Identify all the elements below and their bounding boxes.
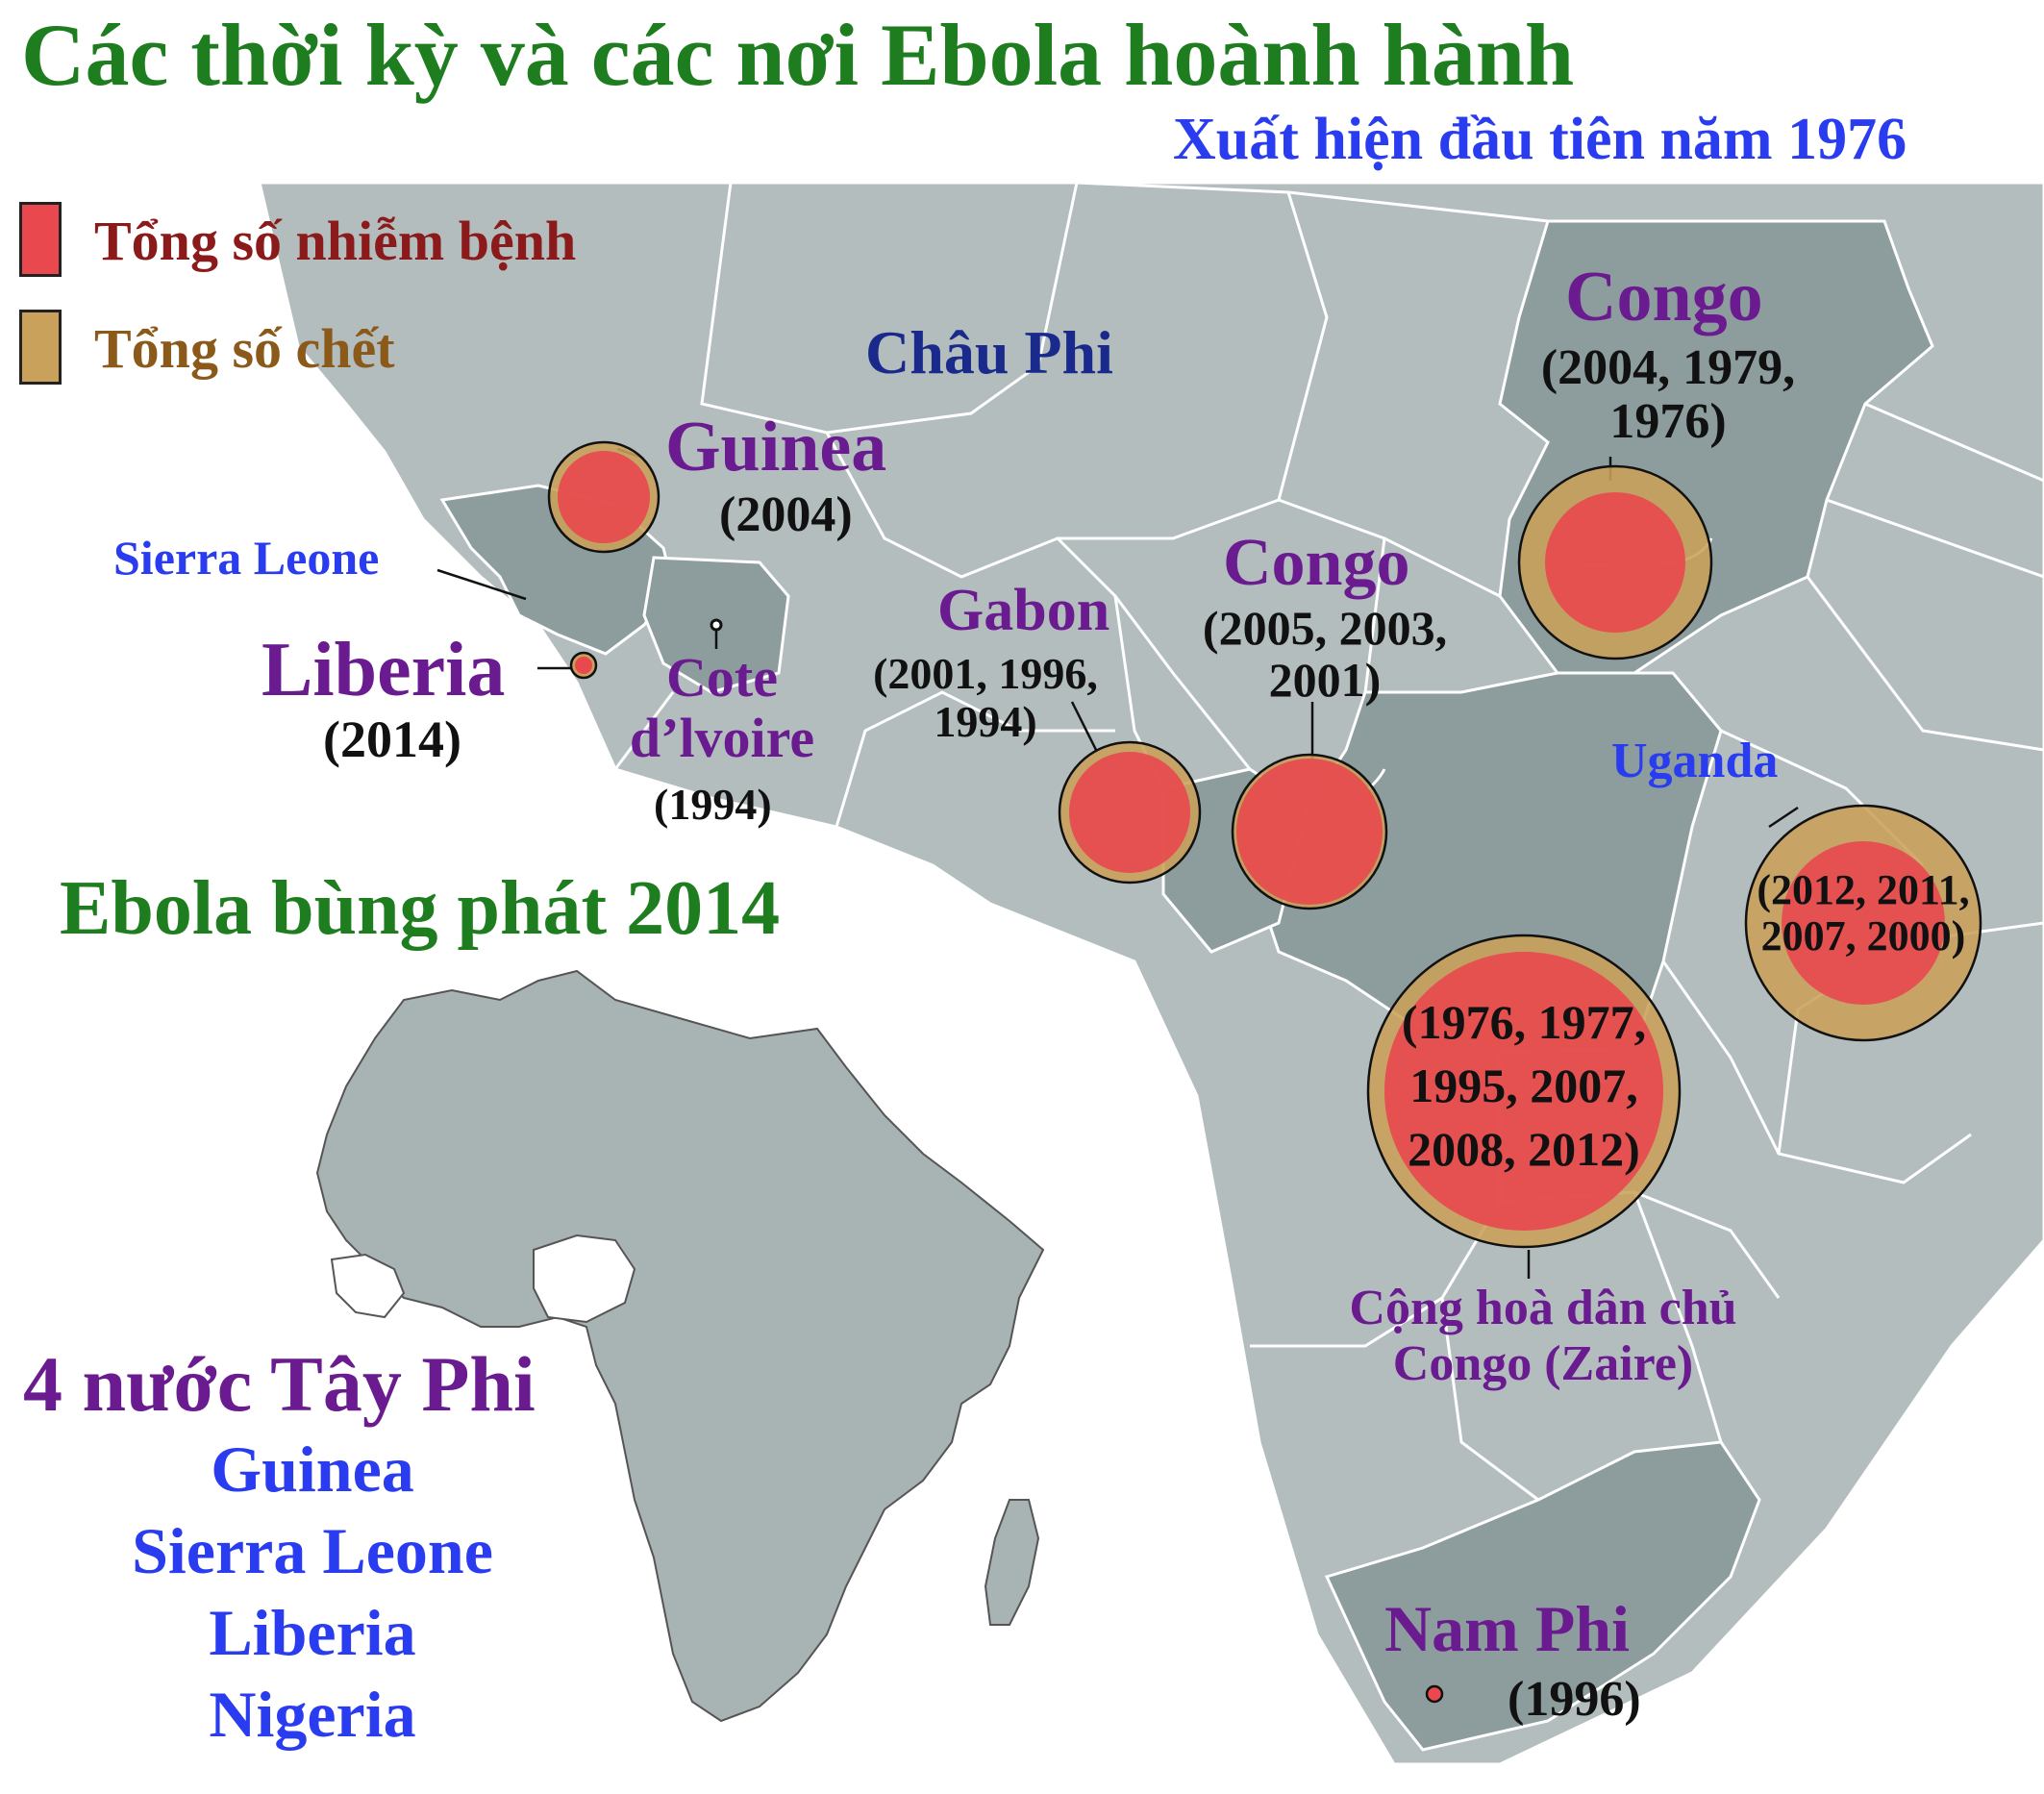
label-uganda-years-1: (2012, 2011, [1757,866,1970,913]
label-drc-years: (1976, 1977, 1995, 2007, 2008, 2012) [1384,990,1663,1181]
inset-west-africa-white [330,1253,406,1319]
outbreak-2014-heading: Ebola bùng phát 2014 [60,866,781,951]
bubble-congo-north [1517,464,1713,660]
label-congo-west-years-2: 2001) [1268,653,1382,707]
region-south-africa-highlight [1324,1440,1761,1752]
bubble-drc [1366,934,1682,1249]
inset-nigeria-white [533,1233,636,1324]
madagascar [984,1499,1040,1626]
legend-infected-swatch [19,202,62,277]
label-drc-name-1: Cộng hoà dân chủ [1349,1281,1737,1335]
page-title: Các thời kỳ và các nơi Ebola hoành hành [21,6,1575,104]
label-sierra-leone: Sierra Leone [113,531,380,585]
label-uganda-years: (2012, 2011, 2007, 2000) [1738,867,1988,959]
west-africa-group-title: 4 nước Tây Phi [23,1340,536,1428]
label-cote-line2: d’lvoire [629,706,815,769]
west-africa-country-list: Guinea Sierra Leone Liberia Nigeria [77,1429,548,1756]
bubble-gabon [1058,740,1202,885]
label-guinea: Guinea [665,408,887,486]
legend-infected-label: Tổng số nhiễm bệnh [94,210,577,272]
bubble-congo-west [1231,753,1388,910]
label-drc-name-2: Congo (Zaire) [1392,1336,1694,1392]
label-guinea-years: (2004) [719,487,853,542]
bubble-liberia [569,651,598,680]
label-uganda-years-2: 2007, 2000) [1760,911,1966,959]
label-liberia-years: (2014) [323,710,461,768]
inset-africa-outline [315,969,1045,1723]
label-south-africa: Nam Phi [1384,1592,1630,1665]
legend-deaths-swatch [19,310,62,385]
label-drc-years-3: 2008, 2012) [1408,1122,1640,1176]
legend-deaths-label: Tổng số chết [94,317,395,380]
label-drc-years-1: (1976, 1977, [1401,995,1647,1049]
region-label: Châu Phi [865,318,1113,386]
label-uganda: Uganda [1611,734,1779,788]
inset-africa-map [315,969,1045,1723]
label-congo-north-years: (2004, 1979, 1976) [1519,340,1817,450]
label-gabon-years: (2001, 1996, 1994) [846,650,1125,745]
label-gabon-years-1: (2001, 1996, [873,649,1098,698]
cote-divoire-pin [710,618,723,632]
label-congo-north: Congo [1565,258,1763,336]
label-south-africa-years: (1996) [1508,1672,1641,1727]
country-list-item: Nigeria [209,1678,416,1751]
label-cote-divoire: Cote d’lvoire [602,646,842,769]
country-list-item: Guinea [211,1433,414,1506]
outbreak-bubbles [547,440,1982,1704]
label-drc-years-2: 1995, 2007, [1409,1059,1638,1112]
label-congo-west-years: (2005, 2003, 2001) [1181,602,1469,706]
label-congo-north-years-1: (2004, 1979, [1540,340,1796,395]
page-subtitle: Xuất hiện đầu tiên năm 1976 [1173,107,1907,172]
label-drc: Cộng hoà dân chủ Congo (Zaire) [1308,1281,1779,1392]
bubble-uganda [1744,804,1982,1042]
label-liberia: Liberia [262,628,506,712]
label-cote-divoire-years: (1994) [654,780,772,829]
label-gabon: Gabon [937,578,1110,643]
label-congo-west: Congo [1223,526,1410,600]
bubble-guinea [547,440,661,554]
bubble-south-africa [1425,1684,1444,1704]
label-gabon-years-2: 1994) [934,696,1037,746]
country-list-item: Sierra Leone [132,1514,493,1587]
label-congo-north-years-2: 1976) [1609,394,1727,450]
label-congo-west-years-1: (2005, 2003, [1202,601,1448,655]
label-cote-line1: Cote [666,646,778,709]
country-list-item: Liberia [209,1596,416,1669]
